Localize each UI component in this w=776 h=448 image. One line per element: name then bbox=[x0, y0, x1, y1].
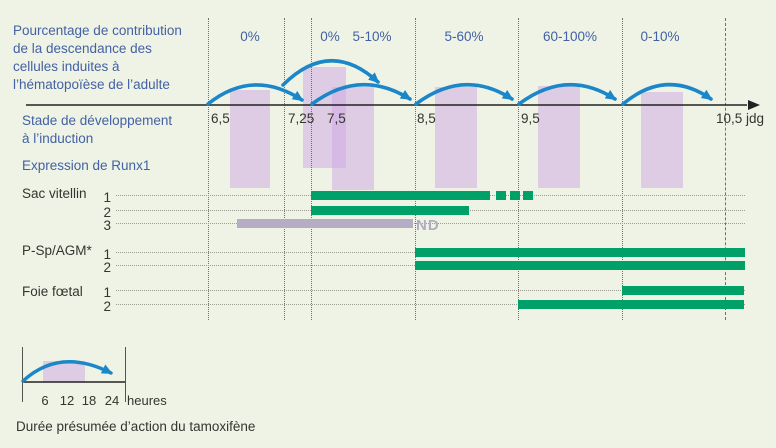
runx1-expression-bar bbox=[311, 206, 469, 215]
runx1-expression-heading: Expression de Runx1 bbox=[22, 158, 151, 173]
row-leader-line bbox=[116, 290, 745, 291]
stage-tick-label: 9,5 bbox=[521, 111, 540, 126]
legend-hour-label: 18 bbox=[81, 393, 97, 408]
contribution-percent-label: 5-10% bbox=[352, 29, 392, 44]
experiment-number: 2 bbox=[103, 260, 111, 275]
legend-boundary-line bbox=[125, 347, 126, 402]
tamoxifen-pulse-bar bbox=[332, 87, 374, 190]
stage-gridline bbox=[622, 18, 623, 320]
runx1-expression-dash bbox=[523, 191, 533, 200]
stage-gridline bbox=[725, 18, 726, 320]
tissue-label: Sac vitellin bbox=[22, 186, 87, 201]
runx1-expression-bar bbox=[622, 286, 744, 295]
induction-stage-heading-line: Stade de développement bbox=[22, 113, 173, 128]
tissue-label: Foie fœtal bbox=[22, 284, 83, 299]
legend-hour-label: 6 bbox=[41, 393, 49, 408]
runx1-expression-bar bbox=[311, 191, 490, 200]
experiment-number: 3 bbox=[103, 218, 111, 233]
experiment-number: 1 bbox=[103, 247, 111, 262]
experiment-number: 2 bbox=[103, 299, 111, 314]
runx1-expression-dash bbox=[496, 191, 506, 200]
stage-tick-label: 7,25 bbox=[288, 111, 315, 126]
tamoxifen-pulse-bar bbox=[230, 90, 270, 188]
contribution-percent-label: 5-60% bbox=[444, 29, 484, 44]
legend-boundary-line bbox=[22, 347, 23, 402]
induction-stage-heading-line: à l’induction bbox=[22, 131, 94, 146]
legend-caption: Durée présumée d’action du tamoxifène bbox=[16, 419, 256, 434]
experiment-number: 2 bbox=[103, 205, 111, 220]
runx1-expression-dash bbox=[510, 191, 520, 200]
stage-gridline bbox=[415, 18, 416, 320]
legend-hour-label: 24 bbox=[104, 393, 120, 408]
runx1-expression-bar bbox=[518, 300, 744, 309]
runx1-expression-bar bbox=[415, 261, 745, 270]
stage-tick-label: 8,5 bbox=[417, 111, 436, 126]
contribution-heading-line: cellules induites à bbox=[13, 59, 120, 74]
experiment-number: 1 bbox=[103, 285, 111, 300]
contribution-heading-line: l’hématopoïèse de l’adulte bbox=[13, 77, 170, 92]
induction-stage-heading: Stade de développement à l’induction bbox=[22, 112, 172, 148]
contribution-percent-label: 0-10% bbox=[640, 29, 680, 44]
stage-gridline bbox=[311, 18, 312, 320]
stage-tick-label: 7,5 bbox=[327, 111, 346, 126]
runx1-expression-bar bbox=[237, 219, 413, 228]
tamoxifen-pulse-bar bbox=[538, 86, 580, 188]
stage-tick-label: 6,5 bbox=[211, 111, 230, 126]
nd-label: ND bbox=[416, 217, 440, 234]
contribution-percent-label: 60-100% bbox=[542, 29, 598, 44]
contribution-heading-line: de la descendance des bbox=[13, 41, 152, 56]
experiment-number: 1 bbox=[103, 190, 111, 205]
legend-hour-label: 12 bbox=[59, 393, 75, 408]
tamoxifen-pulse-bar bbox=[641, 92, 683, 188]
legend-hours-unit: heures bbox=[127, 393, 167, 408]
contribution-heading: Pourcentage de contribution de la descen… bbox=[13, 22, 182, 94]
row-leader-line bbox=[116, 223, 745, 224]
axis-arrowhead-icon bbox=[748, 100, 760, 110]
legend-pulse-bar bbox=[43, 361, 85, 382]
tissue-label: P-Sp/AGM* bbox=[22, 243, 92, 258]
row-leader-line bbox=[116, 304, 745, 305]
contribution-heading-line: Pourcentage de contribution bbox=[13, 23, 182, 38]
stage-gridline bbox=[208, 18, 209, 320]
tamoxifen-pulse-bar bbox=[435, 87, 477, 188]
contribution-percent-label: 0% bbox=[240, 29, 260, 44]
stage-gridline bbox=[518, 18, 519, 320]
stage-gridline bbox=[284, 18, 285, 320]
runx1-expression-bar bbox=[415, 248, 745, 257]
contribution-percent-label: 0% bbox=[320, 29, 340, 44]
stage-tick-label: 10,5 jdg bbox=[716, 111, 765, 126]
